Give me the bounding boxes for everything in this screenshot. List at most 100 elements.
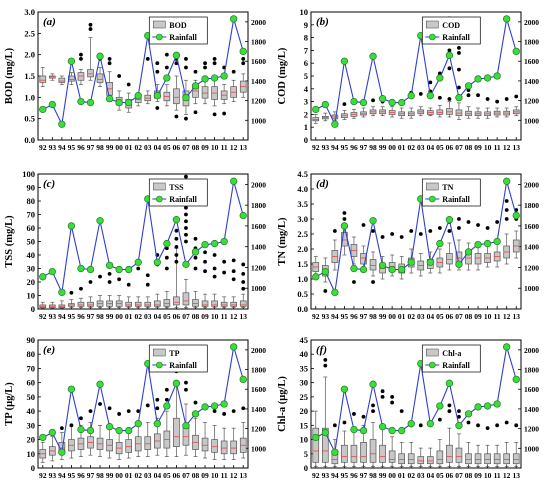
outlier-point [466,220,471,224]
x-tick-label: 97 [87,312,95,321]
outlier-point [241,272,246,276]
outlier-point [409,229,414,233]
x-tick-label: 07 [455,471,463,480]
x-tick-label: 96 [350,312,358,321]
rainfall-point [340,222,349,230]
x-tick-label: 08 [465,471,473,480]
x-tick-label: 13 [512,143,520,152]
outlier-point [212,274,217,279]
rainfall-point [378,422,387,431]
y-tick-label: 7 [304,45,309,55]
box-iqr [388,450,396,463]
outlier-point [174,259,179,264]
outlier-point [107,280,112,284]
box-03 [417,106,425,117]
box-iqr [125,301,132,307]
rainfall-point [182,94,190,102]
box-07 [455,102,463,120]
box-iqr [211,300,218,307]
x-tick-label: 00 [388,471,396,480]
rainfall-point [426,258,434,266]
rainfall-point [445,216,454,224]
x-tick-label: 96 [350,471,358,480]
y-tick-label: 80 [27,196,36,206]
legend-label-rain: Rainfall [442,361,470,370]
box-93 [49,73,56,81]
rainfall-line [315,18,517,127]
rainfall-point [105,261,114,270]
y2-tick-label: 1400 [524,405,539,414]
rainfall-point [340,57,349,65]
y-tick-label: 2.5 [24,28,35,38]
box-07 [182,403,190,456]
box-09 [201,422,209,459]
x-tick-label: 93 [322,471,330,480]
plot-frame [310,339,522,469]
outlier-point [457,414,461,419]
box-13 [512,230,520,259]
box-iqr [446,253,453,265]
outlier-point [371,280,375,284]
box-04 [427,447,434,467]
y-tick-label: 1.5 [24,71,35,81]
rainfall-point [503,15,511,23]
y-axis-label: BOD (mg/L) [4,47,15,104]
box-96 [77,297,85,308]
outlier-point [466,93,471,98]
x-tick-label: 95 [68,143,76,152]
rainfall-point [321,267,329,276]
outlier-point [476,423,480,428]
box-02 [134,296,142,308]
box-iqr [163,299,171,307]
legend-label-box: TSS [169,183,184,192]
rainfall-point [503,177,511,185]
box-iqr [341,444,348,463]
outlier-point [361,414,366,419]
y2-tick-label: 1400 [524,243,539,252]
rainfall-point [378,94,387,103]
outlier-point [174,245,179,249]
y-tick-label: 50 [27,237,36,247]
rainfall-point [436,402,444,410]
box-06 [446,101,453,118]
rainfall-point [331,120,339,128]
outlier-point [447,403,452,408]
x-tick-label: 12 [230,471,238,480]
outlier-point [79,57,83,61]
outlier-point [164,65,169,70]
outlier-point [212,61,217,66]
x-tick-label: 98 [369,143,377,152]
x-tick-label: 00 [115,471,123,480]
panel-d: 0.00.51.01.52.02.53.03.54.04.51000120014… [277,169,539,321]
legend: COD Rainfall [421,16,481,45]
y-tick-label: 15 [300,420,309,430]
outlier-point [371,229,375,233]
rainfall-point [115,265,123,274]
outlier-point [399,235,404,239]
y2-tick-label: 1800 [524,38,539,47]
x-tick-label: 02 [134,312,142,321]
y-tick-label: 3 [304,97,308,107]
x-tick-label: 05 [436,312,444,321]
box-98 [96,424,104,457]
x-tick-label: 08 [192,312,200,321]
box-93 [49,301,56,309]
x-tick-label: 92 [312,312,320,321]
rainfall-point [350,97,358,106]
y-tick-label: 30 [27,420,36,430]
outlier-point [231,277,236,282]
outlier-point [164,246,169,251]
x-tick-label: 13 [239,143,247,152]
x-tick-label: 13 [239,312,247,321]
box-03 [417,447,425,467]
x-tick-label: 93 [49,471,57,480]
x-tick-label: 94 [58,312,66,321]
rainfall-point [407,258,415,266]
legend-box-swatch [425,20,439,29]
rainfall-point [445,379,454,387]
rainfall-point [96,217,104,225]
box-06 [446,427,453,467]
x-tick-label: 00 [115,143,123,152]
rainfall-point [67,57,76,65]
